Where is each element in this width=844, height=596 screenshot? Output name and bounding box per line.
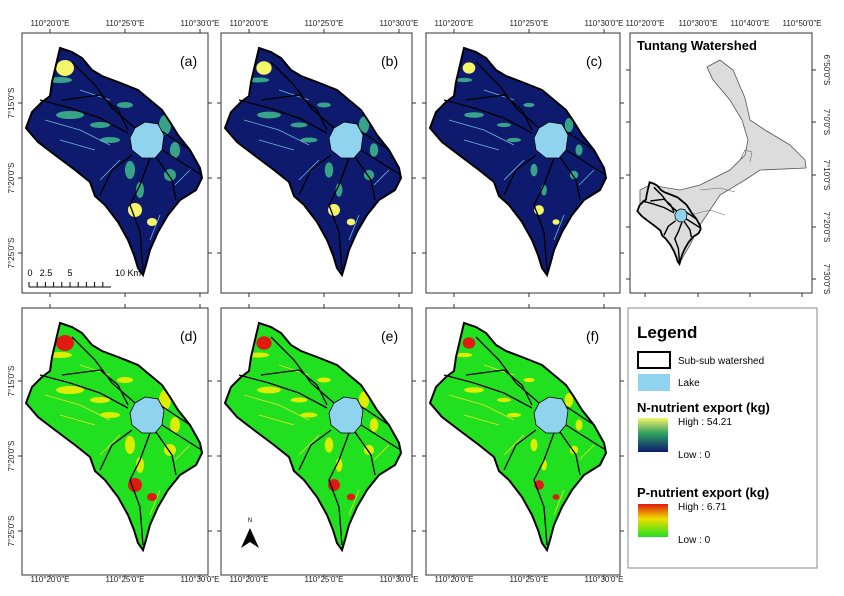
study-area-outline [636,181,702,267]
latitude-label: 7°25'0"S [7,516,16,547]
lake [328,396,364,434]
north-arrow: N [241,518,259,548]
inset-title: Tuntang Watershed [637,38,757,53]
longitude-label: 110°20'0"E [229,19,268,28]
inset-longitude-label: 110°20'0"E [625,19,664,28]
watershed-outline [223,321,403,553]
map-panel-e: (e) 110°20'0"E 110°25'0"E 110°30'0"E [217,304,419,584]
sub-watershed-boundaries [238,336,400,546]
watershed-raster [225,323,401,550]
legend: Legend Sub-sub watershed Lake N-nutrient… [627,307,818,569]
map-panel-d: (d) 110°20'0"E 110°25'0"E 110°30'0"E 7°15'0"… [7,304,220,584]
watershed-raster [26,48,202,275]
watershed-raster [26,323,202,550]
panel-label: (f) [586,328,599,344]
inset-longitude-label: 110°40'0"E [730,19,769,28]
watershed-outline [428,321,608,553]
n-high-label: High : 54.21 [678,417,732,428]
longitude-label: 110°20'0"E [434,19,473,28]
watershed-raster [225,48,401,275]
inset-map: Tuntang Watershed 110°20'0"E 110°30'0"E 11… [625,19,831,297]
watershed-outline [24,46,204,278]
lake [129,396,165,434]
lake-swatch [638,374,670,391]
scale-bar-label: 10 Km [115,268,141,278]
p-legend-title: P-nutrient export (kg) [637,485,769,500]
panel-label: (d) [180,328,197,344]
panel-label: (e) [381,328,398,344]
map-panel-c: (c) 110°20'0"E 110°25'0"E 110°30'0"E [422,19,624,297]
inset-longitude-label: 110°50'0"E [782,19,821,28]
map-panel-a: (a) 110°20'0"E 110°25'0"E 110°30'0"E 7°15'0"… [7,19,220,297]
latitude-label: 7°20'0"S [7,163,16,194]
longitude-label: 110°30'0"E [584,19,623,28]
nutrient-patches [243,336,390,516]
panel-label: (c) [586,53,602,69]
p-high-label: High : 6.71 [678,502,727,513]
inset-latitude-label: 6°50'0"S [822,55,831,86]
lake [129,121,165,159]
latitude-label: 7°15'0"S [7,88,16,119]
n-color-ramp [638,418,668,452]
longitude-label: 110°20'0"E [30,575,69,584]
latitude-label: 7°25'0"S [7,238,16,269]
inset-latitude-label: 7°0'0"S [822,109,831,135]
nutrient-patches [448,337,595,516]
inset-latitude-label: 7°30'0"S [822,264,831,295]
nutrient-patches [448,62,595,241]
longitude-label: 110°20'0"E [229,575,268,584]
sub-watershed-boundaries [39,336,201,546]
longitude-label: 110°25'0"E [105,575,144,584]
n-low-label: Low : 0 [678,450,711,461]
sub-watershed-boundaries [443,61,605,271]
watershed-label: Sub-sub watershed [678,356,764,367]
scale-bar: 0 2.5 5 10 Km [27,268,141,288]
latitude-label: 7°15'0"S [7,366,16,397]
scale-bar-label: 0 [27,268,32,278]
inset-longitude-label: 110°30'0"E [678,19,717,28]
legend-title: Legend [637,323,697,342]
watershed-raster [430,48,606,275]
longitude-label: 110°25'0"E [105,19,144,28]
panel-label: (a) [180,53,197,69]
longitude-label: 110°30'0"E [379,575,418,584]
inset-latitude-label: 7°20'0"S [822,212,831,243]
longitude-label: 110°30'0"E [180,19,219,28]
map-panel-f: (f) 110°20'0"E 110°25'0"E 110°30'0"E [422,304,624,584]
longitude-label: 110°30'0"E [584,575,623,584]
watershed-outline [223,46,403,278]
scale-bar-label: 2.5 [40,268,53,278]
panel-label: (b) [381,53,398,69]
watershed-outline [428,46,608,278]
lake [328,121,364,159]
map-panel-b: (b) 110°20'0"E 110°25'0"E 110°30'0"E [217,19,419,297]
longitude-label: 110°25'0"E [509,19,548,28]
longitude-label: 110°20'0"E [30,19,69,28]
longitude-label: 110°25'0"E [509,575,548,584]
watershed-raster [430,323,606,550]
longitude-label: 110°20'0"E [434,575,473,584]
longitude-label: 110°30'0"E [379,19,418,28]
north-arrow-icon [241,528,259,548]
p-low-label: Low : 0 [678,535,711,546]
scale-bar-label: 5 [67,268,72,278]
watershed-outline [24,321,204,553]
longitude-label: 110°25'0"E [304,19,343,28]
p-color-ramp [638,504,668,537]
inset-latitude-label: 7°10'0"S [822,160,831,191]
sub-watershed-boundaries [238,61,400,271]
lake [533,121,569,159]
longitude-label: 110°25'0"E [304,575,343,584]
n-legend-title: N-nutrient export (kg) [637,400,770,415]
north-label: N [248,518,252,524]
latitude-label: 7°20'0"S [7,441,16,472]
watershed-swatch [637,351,671,369]
longitude-label: 110°30'0"E [180,575,219,584]
lake-label: Lake [678,378,700,389]
sub-watershed-boundaries [39,61,201,271]
lake [533,396,569,434]
sub-watershed-boundaries [443,336,605,546]
